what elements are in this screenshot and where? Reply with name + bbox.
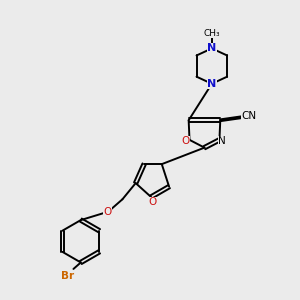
- Text: O: O: [181, 136, 190, 146]
- Text: CH₃: CH₃: [203, 28, 220, 38]
- Text: O: O: [103, 207, 112, 217]
- Text: N: N: [218, 136, 226, 146]
- Text: Br: Br: [61, 271, 74, 281]
- Text: CN: CN: [241, 111, 256, 121]
- Text: N: N: [207, 44, 217, 53]
- Text: O: O: [148, 197, 157, 207]
- Text: N: N: [207, 79, 217, 89]
